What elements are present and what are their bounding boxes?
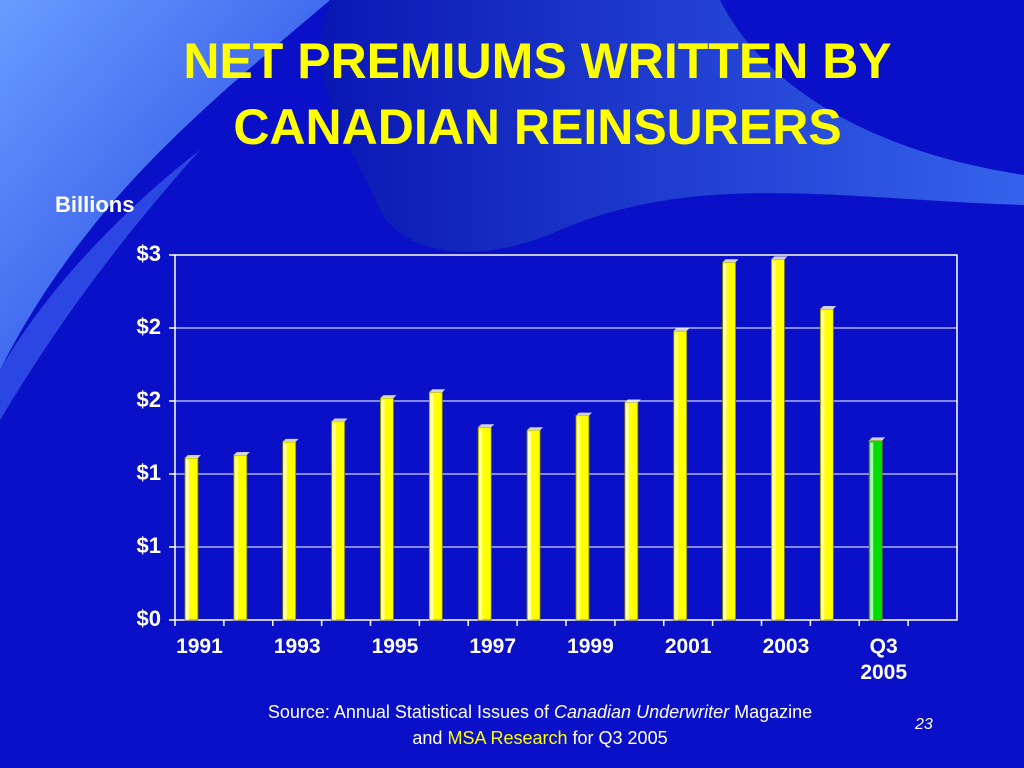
page-number: 23 [915, 716, 933, 733]
source-note: Source: Annual Statistical Issues of Can… [150, 699, 930, 751]
bar-highlight [772, 261, 776, 620]
source-text: Source: Annual Statistical Issues of [267, 702, 549, 722]
bar-cap [233, 452, 250, 456]
bar-cap [673, 327, 690, 331]
bar-highlight [723, 264, 727, 620]
bar-cap [184, 454, 201, 458]
y-tick-label: $3 [137, 241, 161, 266]
x-tick-label: Q3 2005 [860, 635, 908, 684]
bar-highlight [625, 404, 629, 620]
x-tick-label: 2003 [762, 635, 810, 658]
bar-highlight [332, 423, 336, 620]
bar-highlight [283, 443, 287, 620]
bar-cap [820, 306, 837, 310]
bar-cap [527, 427, 544, 431]
bar-highlight [576, 417, 580, 620]
bar-cap [331, 418, 348, 422]
bar-cap [624, 399, 641, 403]
x-tick-label: 1991 [176, 635, 223, 658]
bar-cap [429, 389, 446, 393]
bar-cap [282, 438, 299, 442]
bar-cap [869, 437, 886, 441]
source-text: for Q3 2005 [572, 728, 668, 748]
x-tick-label: 1999 [567, 635, 614, 658]
y-tick-label: $1 [137, 533, 161, 558]
bar-highlight [479, 429, 483, 620]
chart-title: NET PREMIUMS WRITTEN BY CANADIAN REINSUR… [183, 33, 892, 155]
y-axis-label: Billions [55, 192, 135, 217]
source-text: and [412, 728, 443, 748]
x-tick-label: 1997 [469, 635, 517, 658]
bar-cap [478, 424, 495, 428]
y-tick-label: $0 [137, 606, 161, 631]
decoration [0, 0, 1024, 420]
source-text: Magazine [734, 702, 813, 722]
bar-highlight [381, 400, 385, 620]
bar-highlight [185, 459, 189, 620]
bar-highlight [674, 332, 678, 620]
plot: $0 $1 $1 $2 $2 $3 [137, 241, 957, 631]
bar-highlight [234, 457, 238, 620]
y-tick-label: $2 [137, 314, 161, 339]
bar-highlight [430, 394, 434, 620]
y-tick-label: $1 [137, 460, 161, 485]
bar-cap [575, 412, 592, 416]
x-tick-label: 1993 [273, 635, 321, 658]
x-tick-label: 1995 [371, 635, 419, 658]
bar-highlight [870, 442, 874, 620]
x-tick-label: 2001 [664, 635, 712, 658]
bar-highlight [821, 311, 825, 620]
source-highlight: MSA Research [447, 728, 568, 748]
bar-cap [380, 395, 397, 399]
bar-cap [771, 256, 788, 260]
y-tick-label: $2 [137, 387, 161, 412]
bar-highlight [528, 432, 532, 620]
publication: Canadian Underwriter [554, 702, 730, 722]
bar-cap [722, 259, 739, 263]
